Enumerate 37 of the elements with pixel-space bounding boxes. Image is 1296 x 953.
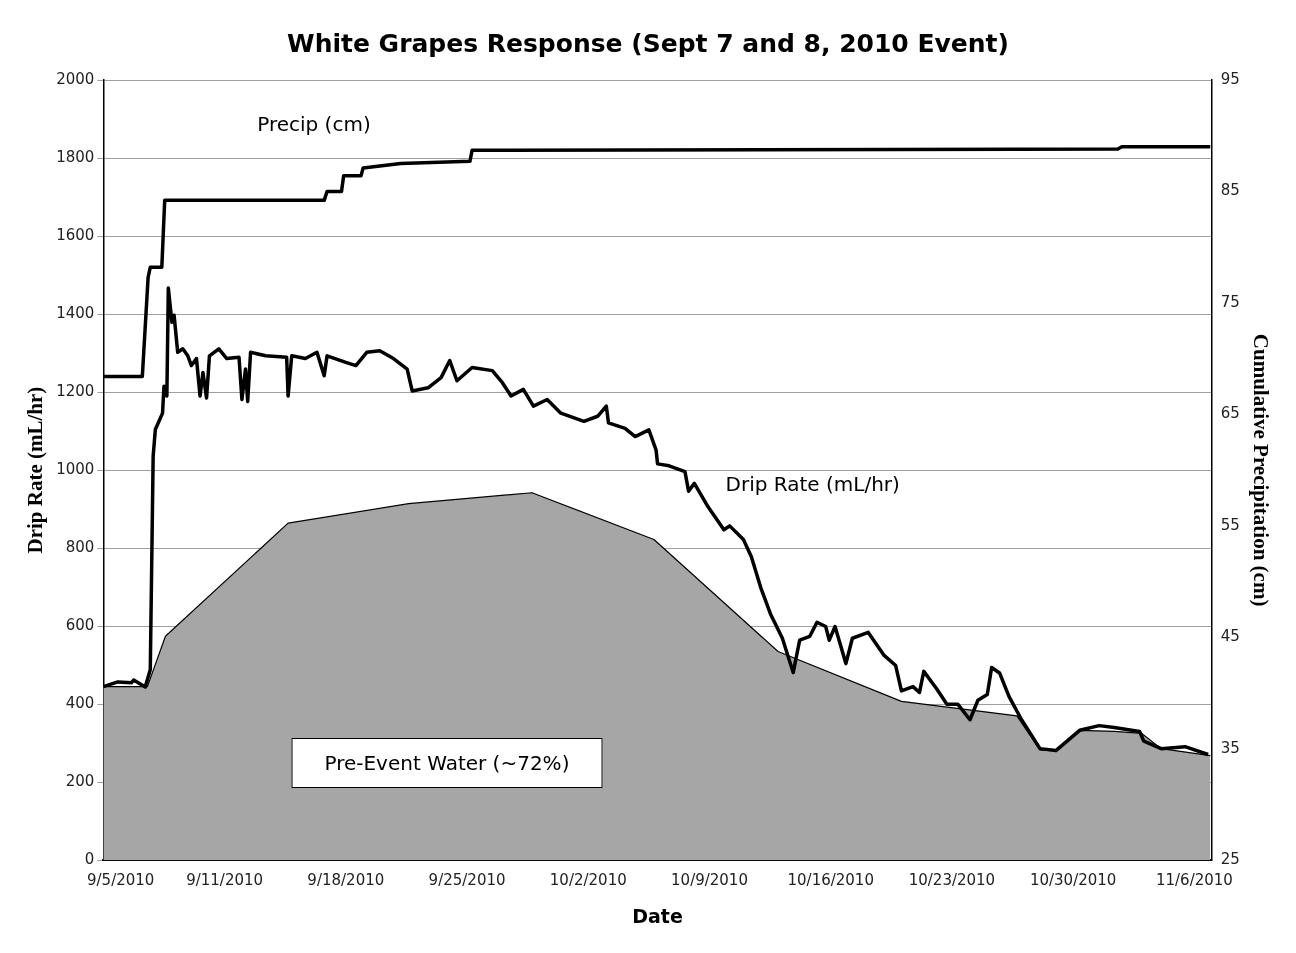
- x-tick-label: 10/16/2010: [787, 871, 874, 890]
- y-tick-label: 400: [65, 694, 95, 713]
- y2-axis-title: Cumulative Precipitation (cm): [1248, 333, 1273, 607]
- x-tick-label: 9/25/2010: [428, 871, 506, 890]
- y2-tick-label: 45: [1220, 627, 1240, 646]
- y-tick-label: 1400: [56, 303, 95, 322]
- x-tick-label: 10/30/2010: [1029, 871, 1117, 890]
- x-tick-label: 9/5/2010: [87, 871, 155, 890]
- series-label: Drip Rate (mL/hr): [725, 472, 900, 497]
- y-tick-label: 1800: [56, 147, 95, 166]
- y2-tick-label: 35: [1220, 738, 1240, 757]
- y2-tick-label: 85: [1220, 181, 1240, 200]
- y2-tick-label: 55: [1220, 515, 1240, 534]
- x-tick-label: 11/6/2010: [1155, 871, 1233, 890]
- x-tick-label: 10/2/2010: [549, 871, 627, 890]
- series-label: Pre-Event Water (~72%): [324, 750, 570, 775]
- y-axis-title: Drip Rate (mL/hr): [23, 386, 48, 554]
- y-tick-label: 800: [65, 538, 95, 557]
- y-tick-label: 0: [84, 850, 95, 869]
- y-tick-label: 1600: [56, 225, 95, 244]
- chart-title: White Grapes Response (Sept 7 and 8, 2010 Event): [287, 28, 1009, 58]
- y-tick-label: 1200: [56, 381, 95, 400]
- text-box: Pre-Event Water (~72%): [291, 737, 603, 788]
- series-label: Precip (cm): [257, 111, 371, 136]
- y2-tick-label: 25: [1220, 850, 1240, 869]
- y2-tick-label: 75: [1220, 292, 1240, 311]
- y-tick-label: 600: [65, 616, 95, 635]
- y-tick-label: 200: [65, 772, 95, 791]
- x-tick-label: 10/23/2010: [908, 871, 996, 890]
- x-tick-label: 9/18/2010: [307, 871, 385, 890]
- y-tick-label: 2000: [56, 69, 95, 88]
- y2-tick-label: 95: [1220, 69, 1240, 88]
- y-tick-label: 1000: [56, 459, 95, 478]
- x-tick-label: 10/9/2010: [671, 871, 748, 890]
- x-axis-title: Date: [632, 904, 683, 927]
- x-tick-label: 9/11/2010: [186, 871, 264, 890]
- y2-tick-label: 65: [1220, 404, 1240, 423]
